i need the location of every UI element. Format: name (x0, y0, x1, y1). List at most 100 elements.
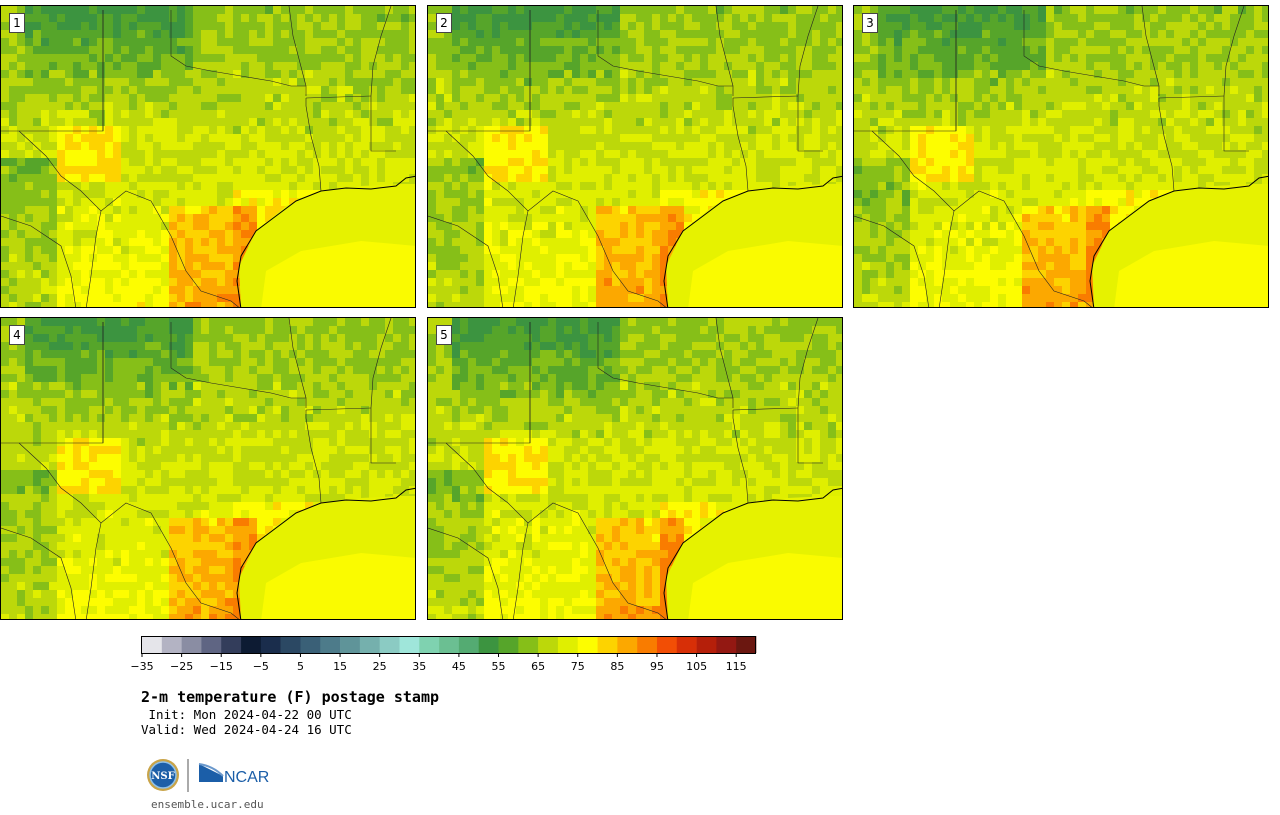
state-border (1023, 10, 1160, 96)
ensemble-member-panel-3[interactable]: 3 (853, 5, 1269, 308)
ensemble-member-panel-5[interactable]: 5 (427, 317, 843, 620)
logos: NSF NCAR (147, 759, 269, 792)
state-border (170, 10, 307, 96)
state-border (1, 527, 77, 619)
init-time: Init: Mon 2024-04-22 00 UTC (141, 707, 352, 722)
plot-title: 2-m temperature (F) postage stamp (141, 688, 440, 706)
colorbar-tick-label: −35 (130, 660, 154, 673)
colorbar-swatch (359, 636, 380, 653)
state-border (370, 408, 396, 464)
colorbar-swatch (419, 636, 440, 653)
state-border (854, 215, 930, 307)
colorbar-swatch (161, 636, 182, 653)
colorbar-tick-label: −25 (170, 660, 194, 673)
ensemble-url-link[interactable]: ensemble.ucar.edu (151, 798, 264, 811)
panel-number-label: 2 (436, 13, 452, 33)
colorbar-tick-label: 25 (372, 660, 387, 673)
state-border (305, 410, 322, 504)
colorbar-tick-label: 5 (296, 660, 304, 673)
colorbar-tick-label: 75 (570, 660, 585, 673)
colorbar-swatch (478, 636, 499, 653)
state-border (305, 407, 372, 411)
colorbar-swatch (340, 636, 361, 653)
colorbar-tick-label: 95 (649, 660, 664, 673)
panel-number-label: 4 (9, 325, 25, 345)
temperature-colorbar (141, 636, 757, 657)
valid-time: Valid: Wed 2024-04-24 16 UTC (141, 722, 352, 737)
temperature-map (1, 318, 415, 619)
colorbar-swatch (676, 636, 697, 653)
panel-number-label: 3 (862, 13, 878, 33)
state-border (938, 210, 955, 307)
state-border (288, 318, 307, 399)
panel-number-label: 1 (9, 13, 25, 33)
state-border (85, 522, 102, 619)
nsf-logo-icon[interactable]: NSF (147, 759, 179, 791)
state-border (1158, 98, 1175, 192)
colorbar-swatch (498, 636, 519, 653)
state-border (18, 442, 239, 619)
state-border (1223, 6, 1245, 97)
colorbar-swatch (617, 636, 638, 653)
state-border (732, 410, 749, 504)
state-border (1158, 95, 1225, 99)
state-border (1223, 96, 1249, 152)
state-border (597, 322, 734, 408)
colorbar-swatch (458, 636, 480, 653)
colorbar-tick-label: 105 (686, 660, 708, 673)
temperature-map (428, 6, 842, 307)
state-border (597, 10, 734, 96)
colorbar-swatch (557, 636, 579, 653)
state-border (18, 130, 239, 307)
ensemble-member-panel-2[interactable]: 2 (427, 5, 843, 308)
colorbar-border (141, 636, 756, 654)
colorbar-swatch (577, 636, 598, 653)
state-border (370, 318, 392, 409)
nsf-logo-text: NSF (151, 771, 174, 782)
colorbar-tick-label: 45 (451, 660, 466, 673)
state-border (445, 130, 666, 307)
colorbar-swatch (260, 636, 281, 653)
colorbar-swatch (696, 636, 717, 653)
state-border (305, 98, 322, 192)
colorbar-tick-label: 115 (725, 660, 747, 673)
colorbar-swatch (656, 636, 678, 653)
state-border (797, 6, 819, 97)
ensemble-member-panel-4[interactable]: 4 (0, 317, 416, 620)
colorbar-tick-label: 35 (412, 660, 427, 673)
state-border (512, 522, 529, 619)
colorbar-swatch (221, 636, 242, 653)
colorbar-tick-label: 55 (491, 660, 506, 673)
state-border (732, 95, 799, 99)
temperature-map (428, 318, 842, 619)
colorbar-swatch (736, 636, 757, 653)
state-border (715, 318, 734, 399)
ncar-logo-icon[interactable]: NCAR (198, 763, 269, 786)
coastline (236, 487, 415, 619)
state-border (85, 210, 102, 307)
colorbar-swatch (280, 636, 301, 653)
colorbar-swatch (241, 636, 262, 653)
colorbar-swatch (379, 636, 400, 653)
state-border (1141, 6, 1160, 87)
colorbar-swatch (637, 636, 658, 653)
state-border (305, 95, 372, 99)
coastline (663, 175, 842, 307)
panel-number-label: 5 (436, 325, 452, 345)
coastline (236, 175, 415, 307)
temperature-map (1, 6, 415, 307)
colorbar-swatch (201, 636, 222, 653)
state-border (1, 215, 77, 307)
colorbar-swatch (142, 636, 163, 653)
colorbar-swatch (518, 636, 539, 653)
colorbar-tick-label: 65 (531, 660, 546, 673)
state-border (871, 130, 1092, 307)
state-border (170, 322, 307, 408)
state-border (288, 6, 307, 87)
colorbar-swatch (439, 636, 460, 653)
colorbar-tick-label: −5 (252, 660, 269, 673)
ensemble-member-panel-1[interactable]: 1 (0, 5, 416, 308)
colorbar-swatch (399, 636, 420, 653)
colorbar-tick-label: 85 (610, 660, 625, 673)
temperature-map (854, 6, 1268, 307)
